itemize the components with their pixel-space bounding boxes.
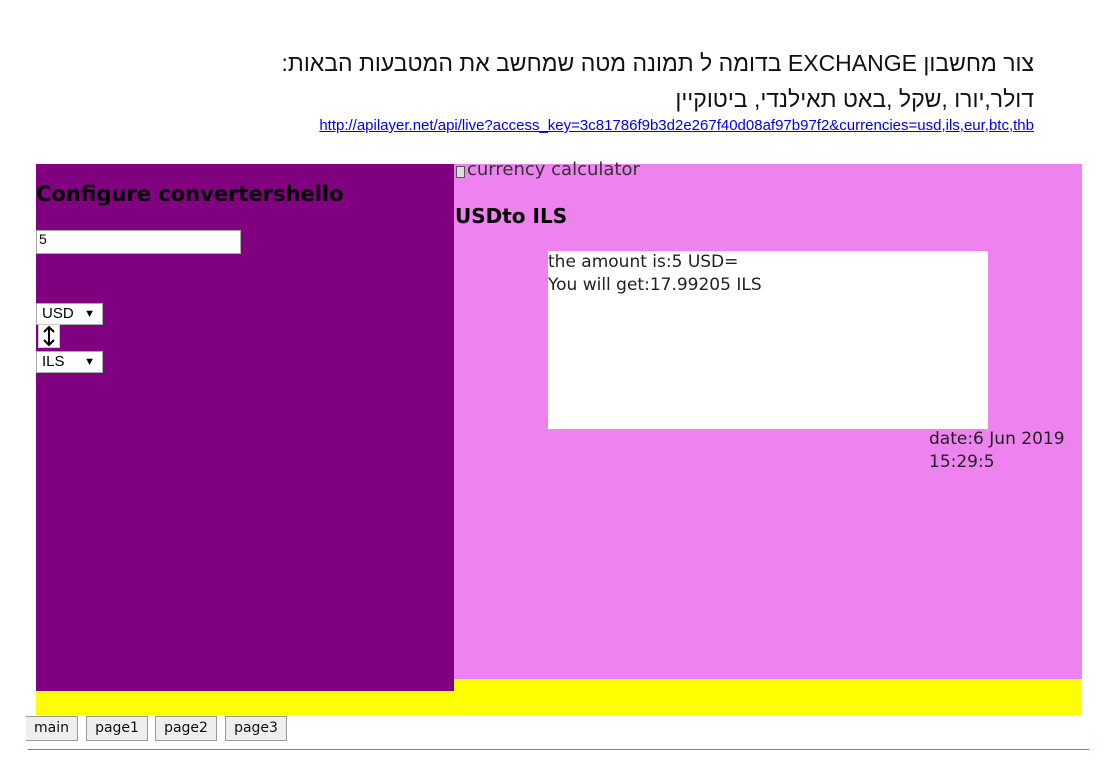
conversion-heading: USDto ILS [455, 204, 568, 228]
calculator-title: currency calculator [467, 159, 640, 180]
instructions-line-1: צור מחשבון EXCHANGE בדומה ל תמונה מטה שמ… [281, 50, 1034, 76]
tab-main[interactable]: main [26, 716, 78, 741]
result-box: the amount is:5 USD= You will get:17.992… [548, 251, 988, 429]
date-label: date:6 Jun 2019 15:29:5 [929, 429, 1065, 472]
dropdown-arrow-icon: ▼ [84, 356, 95, 368]
to-currency-value: ILS [42, 353, 65, 370]
tab-page1[interactable]: page1 [86, 716, 148, 741]
result-amount-text: the amount is:5 USD= [548, 252, 739, 272]
converter-panel: Configure convertershello 5 USD ▼ ILS ▼ [36, 164, 454, 691]
tab-page2[interactable]: page2 [155, 716, 217, 741]
instructions-line-2: דולר,יורו ,שקל ,באט תאילנדי, ביטוקיין [675, 86, 1034, 112]
calculator-icon [456, 166, 465, 178]
to-currency-select[interactable]: ILS ▼ [36, 351, 103, 373]
from-currency-value: USD [42, 305, 74, 322]
swap-currencies-button[interactable] [38, 324, 60, 348]
tab-page3[interactable]: page3 [225, 716, 287, 741]
calculator-panel: currency calculator USDto ILS the amount… [454, 159, 1082, 679]
amount-input[interactable]: 5 [36, 230, 241, 254]
from-currency-select[interactable]: USD ▼ [36, 303, 103, 325]
result-converted-text: You will get:17.99205 ILS [548, 275, 762, 295]
converter-title: Configure convertershello [36, 182, 344, 206]
dropdown-arrow-icon: ▼ [84, 308, 95, 320]
api-url-link[interactable]: http://apilayer.net/api/live?access_key=… [319, 117, 1034, 134]
divider [28, 749, 1089, 750]
up-down-arrow-icon [43, 325, 55, 347]
